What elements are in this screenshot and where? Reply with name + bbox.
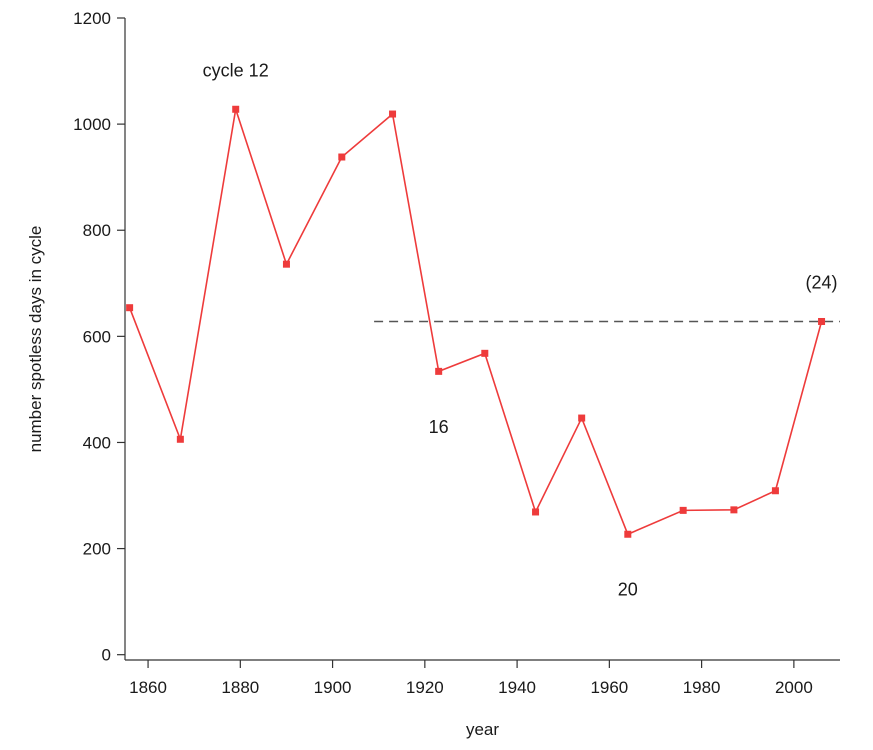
annotation-label: (24) (806, 273, 838, 293)
x-tick-label: 1980 (683, 678, 721, 697)
data-point (338, 153, 346, 161)
data-point (126, 304, 134, 312)
data-point (176, 435, 184, 443)
y-tick-label: 0 (102, 646, 111, 665)
y-tick-label: 1000 (73, 115, 111, 134)
x-tick-label: 2000 (775, 678, 813, 697)
x-tick-label: 1920 (406, 678, 444, 697)
x-tick-label: 1900 (314, 678, 352, 697)
data-point (771, 487, 779, 495)
annotation-label: 20 (618, 579, 638, 599)
x-tick-label: 1880 (221, 678, 259, 697)
data-point (389, 110, 397, 118)
annotation-label: 16 (429, 417, 449, 437)
data-point (818, 317, 826, 325)
x-tick-label: 1960 (590, 678, 628, 697)
y-axis-title: number spotless days in cycle (26, 226, 45, 453)
data-point (532, 508, 540, 516)
annotation-label: cycle 12 (203, 60, 269, 80)
y-tick-label: 1200 (73, 9, 111, 28)
y-tick-label: 400 (83, 433, 111, 452)
data-point (578, 414, 586, 422)
y-tick-label: 600 (83, 327, 111, 346)
labels-group: year number spotless days in cycle cycle 1… (26, 60, 838, 739)
x-axis-title: year (466, 720, 499, 739)
x-tick-label: 1940 (498, 678, 536, 697)
series-line (128, 109, 823, 536)
axes: 0 200 400 600 800 1000 1200 1860 1880 1900 1920 194… (73, 9, 840, 697)
x-tick-label: 1860 (129, 678, 167, 697)
y-tick-label: 800 (83, 221, 111, 240)
data-point (730, 506, 738, 514)
data-point (481, 349, 489, 357)
data-point (624, 530, 632, 538)
y-tick-label: 200 (83, 540, 111, 559)
data-point (232, 105, 240, 113)
data-point (679, 506, 687, 514)
data-point (435, 367, 443, 375)
data-point (282, 260, 290, 268)
series-group (126, 105, 826, 538)
